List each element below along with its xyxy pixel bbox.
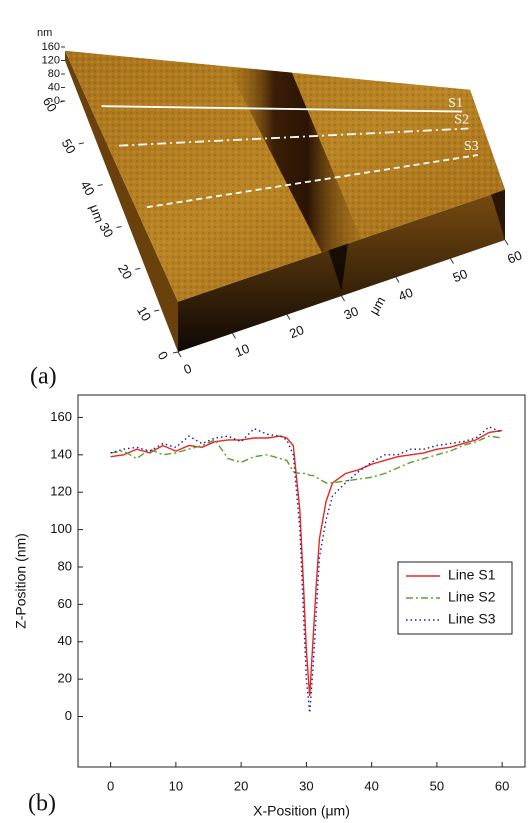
series-line bbox=[110, 435, 503, 484]
x-tick-label: 40 bbox=[396, 285, 415, 304]
x-tick-label: 0 bbox=[181, 361, 193, 378]
z-tick-label: 40 bbox=[48, 81, 60, 93]
y-tick-label: 20 bbox=[58, 671, 72, 686]
y-tick-label: 40 bbox=[58, 633, 72, 648]
x-tick-label: 10 bbox=[233, 341, 252, 360]
x-tick bbox=[504, 239, 509, 246]
z-tick-label: 80 bbox=[48, 68, 60, 80]
profile-label: S3 bbox=[464, 139, 479, 154]
y-tick-label: 10 bbox=[134, 304, 154, 324]
profile-line bbox=[146, 154, 478, 209]
x-tick-label: 30 bbox=[342, 303, 361, 322]
y-tick bbox=[97, 184, 103, 187]
surface-left bbox=[65, 50, 178, 353]
profile-line bbox=[101, 105, 463, 113]
x-tick bbox=[450, 258, 454, 264]
x-tick-label: 20 bbox=[234, 778, 248, 793]
y-tick-label: 0 bbox=[65, 708, 72, 723]
z-tick-label: 160 bbox=[42, 41, 60, 53]
y-tick bbox=[135, 267, 141, 270]
x-tick-label: 0 bbox=[107, 778, 114, 793]
z-axis-label: nm bbox=[37, 27, 52, 39]
x-tick bbox=[341, 295, 345, 302]
panel-label: (b) bbox=[28, 791, 56, 817]
series-line bbox=[110, 429, 503, 697]
y-tick bbox=[78, 142, 84, 145]
y-tick-label: 120 bbox=[50, 484, 72, 499]
z-tick-label: 120 bbox=[42, 54, 60, 66]
groove bbox=[227, 66, 362, 253]
panel-label: (a) bbox=[30, 364, 57, 390]
x-tick-label: 50 bbox=[451, 266, 470, 285]
x-tick-label: 60 bbox=[505, 247, 524, 266]
groove-front bbox=[328, 243, 348, 291]
x-tick bbox=[395, 277, 400, 283]
y-tick-label: 80 bbox=[58, 558, 72, 573]
y-tick-label: 0 bbox=[155, 349, 172, 363]
y-tick-label: 100 bbox=[50, 521, 72, 536]
legend-label: Line S1 bbox=[448, 567, 496, 583]
x-tick-label: 40 bbox=[364, 778, 378, 793]
profile-label: S1 bbox=[448, 96, 463, 111]
x-axis-label: μm bbox=[366, 294, 388, 317]
x-tick-label: 50 bbox=[430, 778, 444, 793]
x-tick bbox=[177, 351, 182, 358]
y-tick-label: 140 bbox=[50, 446, 72, 461]
panel-a: S1S2S30102030405060μm0102030405060μm0408… bbox=[30, 27, 524, 390]
x-tick bbox=[232, 333, 236, 339]
y-tick-label: 20 bbox=[115, 262, 135, 282]
y-tick-label: 40 bbox=[77, 178, 97, 198]
legend-label: Line S2 bbox=[448, 589, 496, 605]
y-tick-label: 30 bbox=[96, 220, 116, 240]
legend-label: Line S3 bbox=[448, 611, 496, 627]
y-axis-label: Z-Position (nm) bbox=[13, 533, 29, 629]
panel-b: 0 20 40 60 80 100 120 140 160 0 10 20 30 40 50 60 X-Posi… bbox=[13, 394, 526, 819]
x-tick-label: 30 bbox=[299, 778, 313, 793]
y-tick bbox=[154, 309, 160, 312]
plot-frame bbox=[77, 394, 526, 768]
x-tick bbox=[286, 314, 291, 320]
y-tick bbox=[116, 226, 122, 228]
y-tick-label: 60 bbox=[40, 94, 60, 114]
profile-line bbox=[119, 127, 469, 147]
y-tick bbox=[172, 351, 179, 354]
x-axis-label: X-Position (μm) bbox=[253, 803, 350, 819]
y-tick-label: 60 bbox=[58, 596, 72, 611]
y-tick-label: 160 bbox=[50, 409, 72, 424]
x-tick-label: 20 bbox=[287, 322, 306, 341]
x-tick-label: 10 bbox=[169, 778, 183, 793]
y-axis-label: μm bbox=[87, 202, 107, 224]
z-tick-label: 0 bbox=[54, 95, 60, 107]
profile-label: S2 bbox=[454, 113, 469, 128]
x-tick-label: 60 bbox=[495, 778, 509, 793]
y-tick-label: 50 bbox=[59, 136, 79, 156]
